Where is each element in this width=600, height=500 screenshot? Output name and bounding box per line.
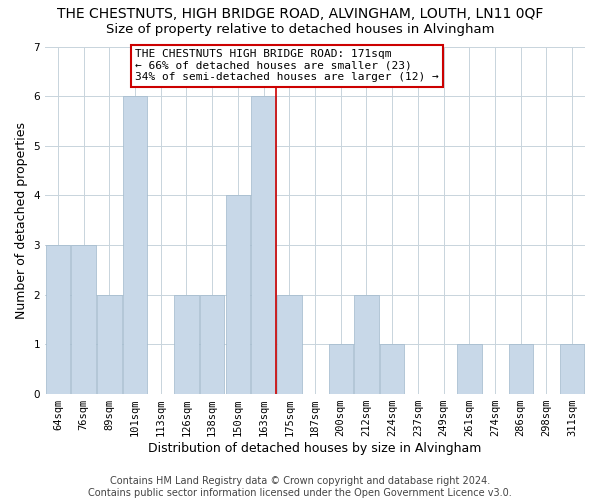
Text: THE CHESTNUTS, HIGH BRIDGE ROAD, ALVINGHAM, LOUTH, LN11 0QF: THE CHESTNUTS, HIGH BRIDGE ROAD, ALVINGH… [57, 8, 543, 22]
Bar [71, 245, 96, 394]
Bar [509, 344, 533, 394]
Text: Contains HM Land Registry data © Crown copyright and database right 2024.
Contai: Contains HM Land Registry data © Crown c… [88, 476, 512, 498]
Bar [226, 196, 250, 394]
Bar [354, 295, 379, 394]
Bar [46, 245, 70, 394]
Bar [174, 295, 199, 394]
Y-axis label: Number of detached properties: Number of detached properties [15, 122, 28, 319]
Bar [123, 96, 147, 394]
Bar [277, 295, 302, 394]
Text: THE CHESTNUTS HIGH BRIDGE ROAD: 171sqm
← 66% of detached houses are smaller (23): THE CHESTNUTS HIGH BRIDGE ROAD: 171sqm ←… [135, 49, 439, 82]
Text: Size of property relative to detached houses in Alvingham: Size of property relative to detached ho… [106, 22, 494, 36]
Bar [380, 344, 404, 394]
Bar [97, 295, 122, 394]
Bar [457, 344, 482, 394]
Bar [560, 344, 584, 394]
X-axis label: Distribution of detached houses by size in Alvingham: Distribution of detached houses by size … [148, 442, 482, 455]
Bar [251, 96, 276, 394]
Bar [200, 295, 224, 394]
Bar [329, 344, 353, 394]
